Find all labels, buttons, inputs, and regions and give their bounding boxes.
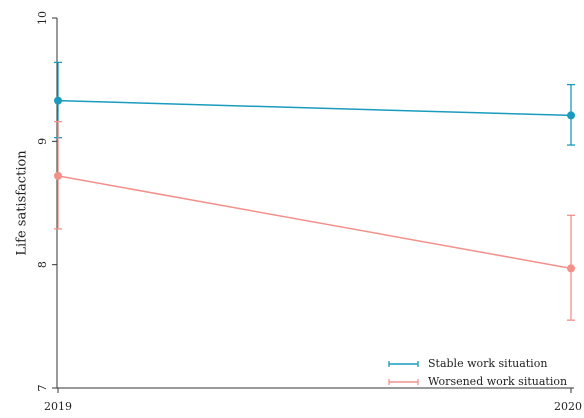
series-line bbox=[57, 175, 572, 270]
series-layer bbox=[54, 61, 575, 321]
y-tick-label: 9 bbox=[36, 138, 49, 145]
data-point bbox=[567, 111, 575, 120]
series-line bbox=[57, 99, 572, 117]
series-2 bbox=[54, 120, 575, 321]
series-1 bbox=[54, 61, 575, 146]
legend-item-1: Stable work situation bbox=[388, 357, 547, 370]
data-point bbox=[54, 171, 62, 180]
legend-label: Stable work situation bbox=[428, 357, 547, 370]
y-tick-label: 7 bbox=[36, 385, 49, 392]
legend: Stable work situation Worsened work situa… bbox=[388, 357, 567, 388]
legend-label: Worsened work situation bbox=[428, 375, 567, 388]
x-tick-label: 2020 bbox=[554, 400, 582, 413]
y-tick-label: 10 bbox=[36, 11, 49, 25]
y-tick-label: 8 bbox=[36, 261, 49, 268]
axes: 7 8 9 10 Life satisfaction 2019 2020 bbox=[15, 11, 583, 413]
x-tick-label: 2019 bbox=[44, 400, 72, 413]
y-axis-title: Life satisfaction bbox=[15, 150, 30, 256]
data-point bbox=[567, 264, 575, 273]
data-point bbox=[54, 96, 62, 105]
legend-item-2: Worsened work situation bbox=[388, 375, 567, 388]
